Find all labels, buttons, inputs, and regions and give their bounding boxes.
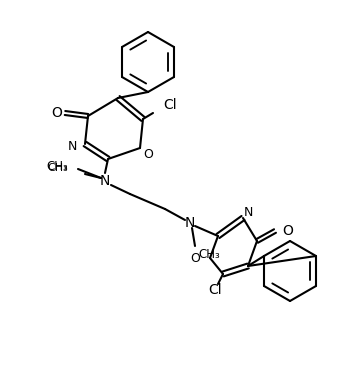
Text: N: N bbox=[100, 174, 110, 188]
Text: Cl: Cl bbox=[163, 98, 176, 112]
Text: Cl: Cl bbox=[208, 283, 222, 297]
Text: N: N bbox=[243, 206, 253, 220]
Text: O: O bbox=[190, 251, 200, 265]
Text: O: O bbox=[282, 224, 293, 238]
Text: O: O bbox=[143, 149, 153, 161]
Text: CH₃: CH₃ bbox=[46, 160, 68, 172]
Text: N: N bbox=[67, 139, 77, 153]
Text: O: O bbox=[52, 106, 62, 120]
Text: CH₃: CH₃ bbox=[198, 247, 220, 261]
Text: N: N bbox=[185, 216, 195, 230]
Text: CH₃: CH₃ bbox=[47, 163, 68, 173]
